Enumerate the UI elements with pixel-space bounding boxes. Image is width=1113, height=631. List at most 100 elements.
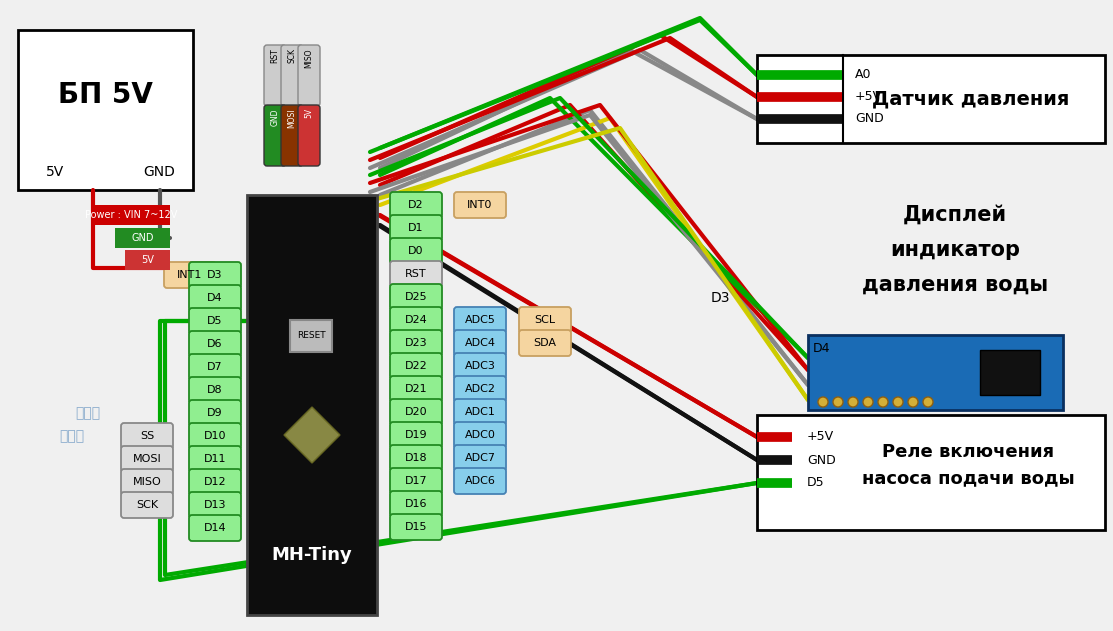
FancyBboxPatch shape xyxy=(390,422,442,448)
Bar xyxy=(125,250,170,270)
Bar xyxy=(92,205,170,225)
Text: давления воды: давления воды xyxy=(861,275,1048,295)
Text: индикатор: индикатор xyxy=(890,240,1020,260)
Text: Датчик давления: Датчик давления xyxy=(873,90,1070,109)
Text: Дисплей: Дисплей xyxy=(903,205,1007,225)
Text: GND: GND xyxy=(144,165,175,179)
Bar xyxy=(808,335,1063,410)
FancyBboxPatch shape xyxy=(189,285,242,311)
Circle shape xyxy=(863,397,873,407)
Text: Реле включения: Реле включения xyxy=(881,443,1054,461)
Text: ADC5: ADC5 xyxy=(464,315,495,325)
Text: ⎍⎽⎌: ⎍⎽⎌ xyxy=(76,406,100,420)
Text: D25: D25 xyxy=(405,292,427,302)
FancyBboxPatch shape xyxy=(189,377,242,403)
Text: D22: D22 xyxy=(405,361,427,371)
Text: D10: D10 xyxy=(204,431,226,441)
FancyBboxPatch shape xyxy=(390,261,442,287)
Text: D3: D3 xyxy=(207,270,223,280)
Text: GND: GND xyxy=(131,233,154,243)
Text: D2: D2 xyxy=(408,200,424,210)
FancyBboxPatch shape xyxy=(390,399,442,425)
Text: D15: D15 xyxy=(405,522,427,532)
Text: насоса подачи воды: насоса подачи воды xyxy=(861,469,1074,487)
Bar xyxy=(981,350,1040,395)
Circle shape xyxy=(818,397,828,407)
Text: D3: D3 xyxy=(710,291,730,305)
Circle shape xyxy=(923,397,933,407)
Text: INT1: INT1 xyxy=(177,270,203,280)
Text: SS: SS xyxy=(140,431,154,441)
Text: ADC6: ADC6 xyxy=(464,476,495,486)
FancyBboxPatch shape xyxy=(390,284,442,310)
FancyBboxPatch shape xyxy=(390,353,442,379)
FancyBboxPatch shape xyxy=(189,331,242,357)
Text: D24: D24 xyxy=(405,315,427,325)
Bar xyxy=(115,228,170,248)
FancyBboxPatch shape xyxy=(189,308,242,334)
Text: D20: D20 xyxy=(405,407,427,417)
Text: 5V: 5V xyxy=(46,165,65,179)
Text: INT0: INT0 xyxy=(467,200,493,210)
Text: MOSI: MOSI xyxy=(132,454,161,464)
Text: D4: D4 xyxy=(814,341,830,355)
Text: MISO: MISO xyxy=(305,48,314,68)
Text: GND: GND xyxy=(807,454,836,466)
FancyBboxPatch shape xyxy=(454,445,506,471)
Text: ⎍⎽⎌: ⎍⎽⎌ xyxy=(59,429,85,443)
FancyBboxPatch shape xyxy=(390,514,442,540)
FancyBboxPatch shape xyxy=(121,469,173,495)
FancyBboxPatch shape xyxy=(519,330,571,356)
FancyBboxPatch shape xyxy=(390,445,442,471)
Text: D0: D0 xyxy=(408,246,424,256)
Bar xyxy=(290,320,332,352)
Text: D11: D11 xyxy=(204,454,226,464)
Text: D7: D7 xyxy=(207,362,223,372)
Text: ADC2: ADC2 xyxy=(464,384,495,394)
Text: D8: D8 xyxy=(207,385,223,395)
FancyBboxPatch shape xyxy=(121,492,173,518)
FancyBboxPatch shape xyxy=(454,422,506,448)
FancyBboxPatch shape xyxy=(121,423,173,449)
FancyBboxPatch shape xyxy=(164,262,216,288)
Text: ADC7: ADC7 xyxy=(464,453,495,463)
Text: D5: D5 xyxy=(207,316,223,326)
Text: MH-Tiny: MH-Tiny xyxy=(272,546,353,564)
FancyBboxPatch shape xyxy=(189,400,242,426)
Text: ADC4: ADC4 xyxy=(464,338,495,348)
Text: ADC0: ADC0 xyxy=(464,430,495,440)
Text: D12: D12 xyxy=(204,477,226,487)
Circle shape xyxy=(893,397,903,407)
Text: MISO: MISO xyxy=(132,477,161,487)
FancyBboxPatch shape xyxy=(390,468,442,494)
Circle shape xyxy=(848,397,858,407)
FancyBboxPatch shape xyxy=(264,105,286,166)
FancyBboxPatch shape xyxy=(189,492,242,518)
Text: 5V: 5V xyxy=(305,108,314,118)
Bar xyxy=(757,415,1105,530)
Text: GND: GND xyxy=(855,112,884,126)
Text: D19: D19 xyxy=(405,430,427,440)
Text: SCK: SCK xyxy=(136,500,158,510)
Circle shape xyxy=(833,397,843,407)
Text: D9: D9 xyxy=(207,408,223,418)
FancyBboxPatch shape xyxy=(189,262,242,288)
Text: +5V: +5V xyxy=(807,430,834,444)
FancyBboxPatch shape xyxy=(390,307,442,333)
Text: ADC3: ADC3 xyxy=(464,361,495,371)
FancyBboxPatch shape xyxy=(189,469,242,495)
Text: D14: D14 xyxy=(204,523,226,533)
Text: RESET: RESET xyxy=(297,331,325,341)
Text: D1: D1 xyxy=(408,223,424,233)
FancyBboxPatch shape xyxy=(189,515,242,541)
FancyBboxPatch shape xyxy=(390,215,442,241)
FancyBboxPatch shape xyxy=(390,376,442,402)
Text: RST: RST xyxy=(405,269,426,279)
Text: БП 5V: БП 5V xyxy=(58,81,152,109)
FancyBboxPatch shape xyxy=(189,423,242,449)
Circle shape xyxy=(878,397,888,407)
FancyBboxPatch shape xyxy=(454,353,506,379)
Text: +5V: +5V xyxy=(855,90,883,103)
Text: D18: D18 xyxy=(405,453,427,463)
FancyBboxPatch shape xyxy=(519,307,571,333)
